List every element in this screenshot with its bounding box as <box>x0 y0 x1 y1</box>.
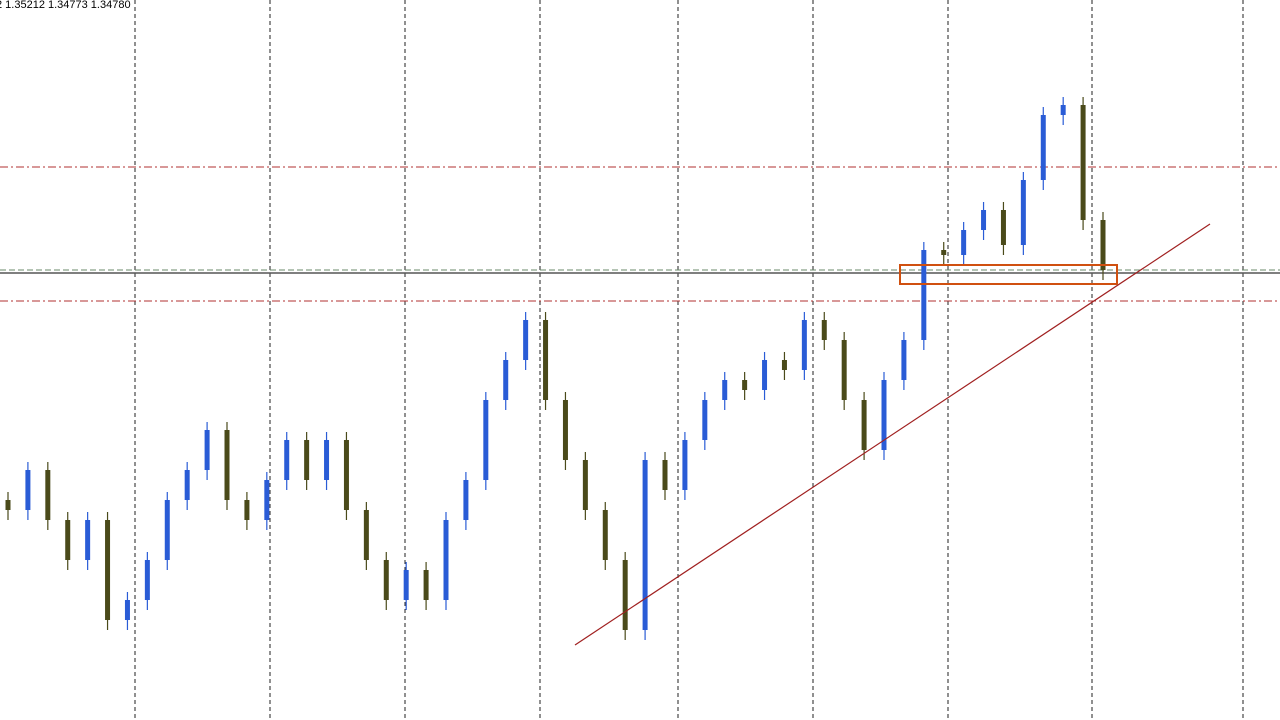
candle-body <box>1020 180 1026 245</box>
vertical-grid <box>134 0 1244 720</box>
candle-body <box>304 440 310 480</box>
candle-body <box>284 440 290 480</box>
candle-body <box>1080 105 1086 220</box>
candle-body <box>184 470 190 500</box>
candle-body <box>443 520 449 600</box>
candle-body <box>921 250 927 340</box>
candle-body <box>144 560 150 600</box>
candle-body <box>881 380 887 450</box>
candle-body <box>781 360 787 370</box>
zone-box <box>899 264 1118 285</box>
candle-body <box>562 400 568 460</box>
candle-body <box>224 430 230 500</box>
candle-body <box>841 340 847 400</box>
candle-body <box>722 380 728 400</box>
candle-body <box>45 470 51 520</box>
candle-body <box>602 510 608 560</box>
candle-body <box>1060 105 1066 115</box>
candle-body <box>742 380 748 390</box>
trend-line <box>574 223 1211 646</box>
candle-body <box>821 320 827 340</box>
candle-body <box>1000 210 1006 245</box>
candle-body <box>383 560 389 600</box>
candle-body <box>941 250 947 255</box>
candle-body <box>403 570 409 600</box>
candle-body <box>363 510 369 560</box>
candle-body <box>961 230 967 255</box>
candle-body <box>85 520 91 560</box>
candle-body <box>65 520 71 560</box>
candle-body <box>463 480 469 520</box>
candle-body <box>423 570 429 600</box>
candle-body <box>1040 115 1046 180</box>
candle-body <box>901 340 907 380</box>
candle-body <box>5 500 11 510</box>
candle-body <box>483 400 489 480</box>
candle-body <box>324 440 330 480</box>
candle-body <box>622 560 628 630</box>
candle-body <box>543 320 549 400</box>
chart-header: 2 1.35212 1.34773 1.34780 <box>0 0 131 11</box>
candle-body <box>343 440 349 510</box>
candle-body <box>523 320 529 360</box>
candle-body <box>25 470 31 510</box>
candle-body <box>503 360 509 400</box>
candle-body <box>861 400 867 450</box>
candle-body <box>105 520 111 620</box>
candle-body <box>801 320 807 370</box>
candle-body <box>164 500 170 560</box>
candle-body <box>682 440 688 490</box>
candle-body <box>762 360 768 390</box>
candle-body <box>1100 220 1106 270</box>
candle-body <box>981 210 987 230</box>
candles <box>5 97 1106 640</box>
candle-body <box>642 460 648 630</box>
candle-body <box>244 500 250 520</box>
candle-body <box>264 480 270 520</box>
candle-body <box>662 460 668 490</box>
candle-body <box>124 600 130 620</box>
candle-body <box>582 460 588 510</box>
candle-body <box>702 400 708 440</box>
candle-body <box>204 430 210 470</box>
